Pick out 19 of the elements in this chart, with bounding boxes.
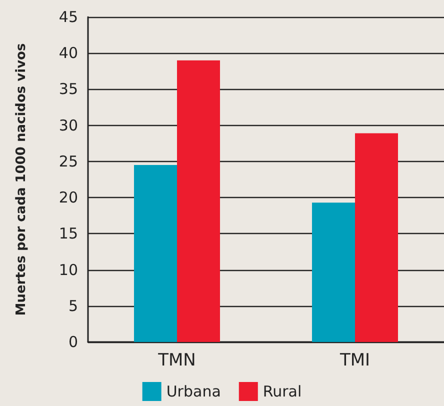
y-tick-label: 20	[58, 188, 78, 207]
y-axis-title: Muertes por cada 1000 nacidos vivos	[14, 43, 29, 316]
legend-label: Urbana	[166, 382, 221, 400]
x-tick-label: TMN	[157, 350, 196, 370]
bar	[355, 133, 398, 342]
y-tick-label: 5	[68, 296, 78, 315]
y-tick-label: 10	[58, 260, 78, 279]
y-tick-label: 0	[68, 333, 78, 351]
y-tick-label: 30	[58, 116, 78, 134]
legend-label: Rural	[262, 382, 302, 400]
bar	[177, 60, 220, 342]
y-tick-label: 40	[58, 44, 78, 62]
bar	[312, 202, 355, 342]
y-tick-label: 25	[58, 152, 78, 170]
x-tick-label: TMI	[338, 350, 370, 370]
y-tick-label: 15	[58, 224, 78, 243]
bar	[134, 165, 177, 342]
y-tick-label: 45	[58, 8, 78, 26]
y-tick-label: 35	[58, 80, 78, 98]
